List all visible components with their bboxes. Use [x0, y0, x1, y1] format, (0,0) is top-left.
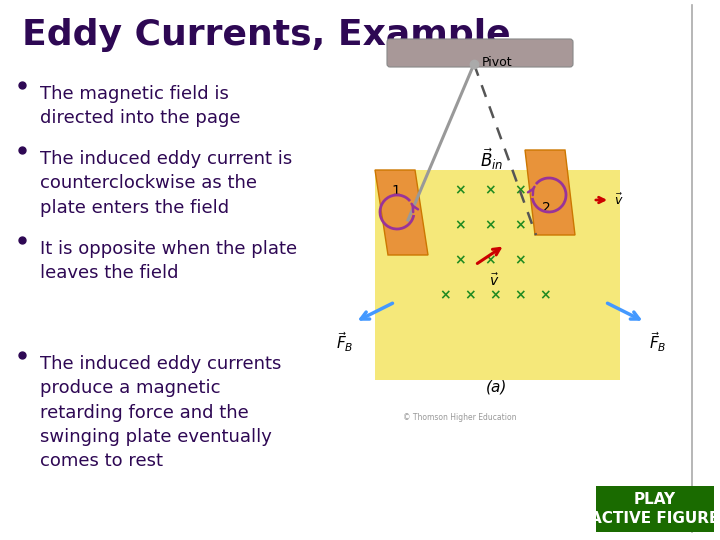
Bar: [375, 170, 620, 380]
Text: ×: ×: [514, 218, 526, 232]
Text: ×: ×: [484, 183, 496, 197]
Text: ×: ×: [489, 288, 501, 302]
Text: PLAY
ACTIVE FIGURE: PLAY ACTIVE FIGURE: [590, 492, 720, 526]
Text: (a): (a): [486, 380, 508, 395]
Text: ×: ×: [514, 253, 526, 267]
Text: $\vec{v}$: $\vec{v}$: [489, 272, 499, 288]
Text: 2: 2: [541, 201, 550, 215]
Text: © Thomson Higher Education: © Thomson Higher Education: [403, 413, 517, 422]
Text: $\vec{v}$: $\vec{v}$: [614, 192, 624, 208]
Text: ×: ×: [539, 288, 551, 302]
Text: ×: ×: [454, 218, 466, 232]
Text: Eddy Currents, Example: Eddy Currents, Example: [22, 18, 510, 52]
Text: 1: 1: [392, 184, 400, 198]
Text: The induced eddy current is
counterclockwise as the
plate enters the field: The induced eddy current is counterclock…: [40, 150, 292, 217]
FancyBboxPatch shape: [596, 486, 714, 532]
Polygon shape: [525, 150, 575, 235]
Text: ×: ×: [439, 288, 451, 302]
Text: $\vec{B}_{in}$: $\vec{B}_{in}$: [480, 146, 504, 172]
Text: $\vec{F}_B$: $\vec{F}_B$: [649, 330, 667, 354]
FancyBboxPatch shape: [387, 39, 573, 67]
Text: ×: ×: [514, 183, 526, 197]
Text: ×: ×: [454, 253, 466, 267]
Text: ×: ×: [484, 253, 496, 267]
Text: It is opposite when the plate
leaves the field: It is opposite when the plate leaves the…: [40, 240, 297, 282]
Text: Pivot: Pivot: [482, 56, 513, 69]
Text: ×: ×: [464, 288, 476, 302]
Polygon shape: [375, 170, 428, 255]
Text: ×: ×: [514, 288, 526, 302]
Text: The induced eddy currents
produce a magnetic
retarding force and the
swinging pl: The induced eddy currents produce a magn…: [40, 355, 282, 470]
Text: $\vec{F}_B$: $\vec{F}_B$: [336, 330, 354, 354]
Text: ×: ×: [454, 183, 466, 197]
Text: ×: ×: [484, 218, 496, 232]
Text: The magnetic field is
directed into the page: The magnetic field is directed into the …: [40, 85, 240, 127]
